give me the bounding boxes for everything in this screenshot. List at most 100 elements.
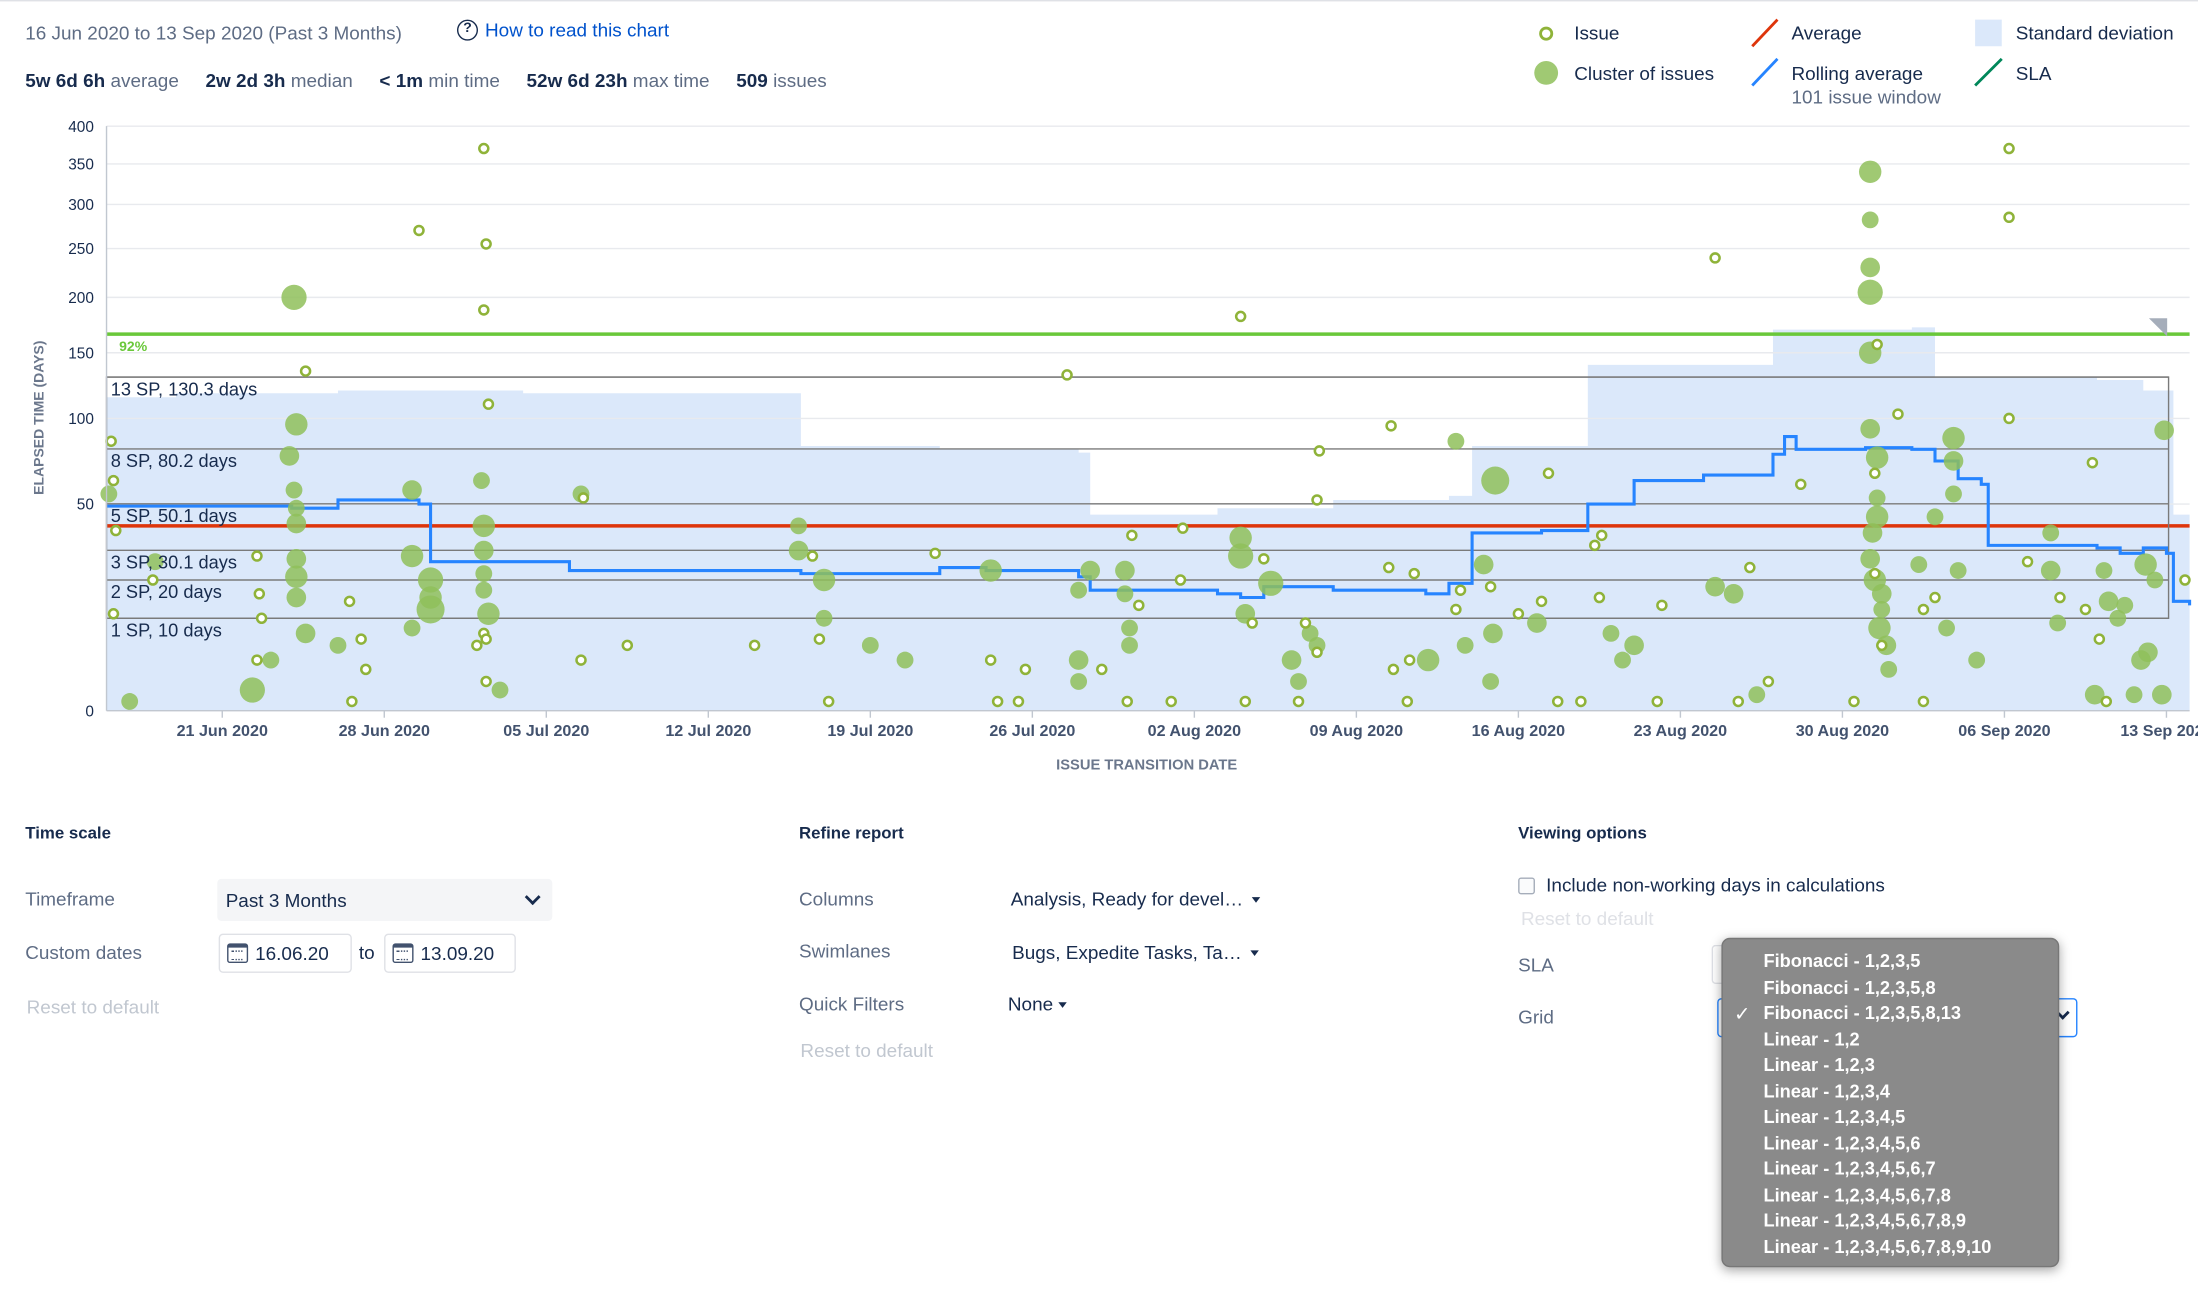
date-to-input[interactable]: 13.09.20: [384, 933, 516, 973]
cluster-point: [1473, 554, 1494, 575]
cluster-point: [1116, 585, 1134, 603]
issue-point: [1403, 654, 1416, 666]
swimlanes-dropdown[interactable]: Bugs, Expedite Tasks, Ta…: [1012, 942, 1259, 963]
cluster-point: [1926, 508, 1944, 526]
grid-option[interactable]: Linear - 1,2,3,4,5,6,7,8,9: [1723, 1208, 2058, 1234]
cluster-point: [473, 472, 490, 489]
y-axis-title: ELAPSED TIME (DAYS): [30, 341, 46, 495]
how-to-read-label[interactable]: How to read this chart: [485, 19, 670, 41]
grid-option[interactable]: Linear - 1,2,3,4: [1723, 1079, 2058, 1105]
columns-label: Columns: [799, 888, 874, 910]
legend-stddev-icon: [1975, 19, 2002, 47]
cluster-point: [1121, 636, 1138, 654]
nonworking-days-checkbox[interactable]: [1518, 876, 1535, 894]
grid-option[interactable]: Linear - 1,2: [1723, 1027, 2058, 1053]
issue-point: [1387, 663, 1400, 676]
cluster-point: [2095, 562, 2113, 579]
grid-option[interactable]: Linear - 1,2,3,4,5,6,7: [1723, 1156, 2058, 1182]
issue-point: [1121, 695, 1133, 708]
stat-median-value: 2w 2d 3h: [205, 70, 286, 92]
legend-issue-icon: [1539, 26, 1554, 41]
grid-option[interactable]: Fibonacci - 1,2,3,5,8: [1723, 975, 2058, 1001]
time-scale-reset[interactable]: Reset to default: [26, 996, 160, 1018]
cluster-point: [1910, 556, 1928, 573]
refine-reset[interactable]: Reset to default: [800, 1040, 933, 1062]
issue-point: [1651, 695, 1664, 708]
issue-point: [299, 365, 312, 377]
issue-point: [1385, 420, 1397, 432]
cluster-point: [286, 587, 307, 608]
cluster-point: [1482, 673, 1500, 690]
y-tick-label: 300: [68, 197, 94, 214]
cluster-point: [2042, 524, 2060, 542]
cluster-point: [1723, 583, 1744, 604]
quick-filters-dropdown[interactable]: None: [1008, 994, 1068, 1015]
issue-point: [253, 588, 266, 600]
issue-point: [991, 695, 1004, 708]
date-from-input[interactable]: 16.06.20: [218, 933, 352, 973]
issue-point: [343, 595, 356, 608]
x-tick-label: 21 Jun 2020: [177, 722, 268, 740]
issue-point: [1061, 369, 1073, 381]
viewing-reset[interactable]: Reset to default: [1520, 908, 1654, 930]
caret-down-icon: [1058, 1001, 1068, 1008]
grid-option[interactable]: Linear - 1,2,3,4,5,6: [1723, 1131, 2058, 1157]
issue-point: [107, 608, 120, 620]
cluster-point: [2152, 684, 2172, 705]
resize-corner-icon[interactable]: [2148, 318, 2168, 337]
legend-swatches: [1534, 18, 2003, 87]
grid-option[interactable]: Linear - 1,2,3,4,5,6,7,8: [1723, 1182, 2058, 1208]
how-to-read-link[interactable]: ? How to read this chart: [456, 19, 670, 41]
stat-average: 5w 6d 6h average: [25, 70, 179, 91]
grid-option[interactable]: Linear - 1,2,3: [1723, 1053, 2058, 1079]
nonworking-days-option[interactable]: Include non-working days in calculations: [1518, 875, 1885, 896]
cluster-point: [146, 553, 164, 571]
grid-option[interactable]: Fibonacci - 1,2,3,5: [1723, 949, 2058, 975]
cluster-point: [1483, 623, 1503, 644]
stats-row: 5w 6d 6h average 2w 2d 3h median < 1m mi…: [25, 70, 826, 91]
issue-point: [478, 304, 490, 316]
cluster-point: [1943, 451, 1964, 471]
grid-option[interactable]: Linear - 1,2,3,4,5,6,7,8,9,10: [1723, 1234, 2058, 1260]
cluster-point: [1949, 562, 1967, 579]
cluster-point: [1862, 523, 1883, 543]
issue-point: [360, 663, 372, 676]
timeframe-select[interactable]: Past 3 Months: [217, 878, 553, 921]
cluster-point: [1860, 257, 1881, 278]
grid-option[interactable]: ✓ Fibonacci - 1,2,3,5,8,13: [1723, 1001, 2058, 1027]
issue-point: [575, 654, 587, 666]
stat-average-value: 5w 6d 6h: [25, 70, 106, 92]
grid-option-label: Linear - 1,2,3,4,5,6,7: [1763, 1157, 1936, 1179]
issue-point: [1450, 603, 1462, 616]
cluster-point: [403, 619, 421, 637]
issue-point: [482, 398, 495, 410]
grid-options-menu[interactable]: Fibonacci - 1,2,3,5 Fibonacci - 1,2,3,5,8…: [1721, 937, 2060, 1268]
columns-dropdown[interactable]: Analysis, Ready for devel…: [1011, 889, 1260, 910]
issue-point: [1174, 574, 1187, 586]
issue-point: [2086, 456, 2099, 469]
cluster-point: [1281, 650, 1302, 670]
control-chart[interactable]: 0 50 100 150 200 250 300 350 400 92% 21 Jun 2020…: [0, 112, 2198, 785]
issue-point: [251, 654, 263, 666]
cluster-point: [402, 480, 422, 500]
cluster-point: [1068, 650, 1089, 670]
quick-filters-label: Quick Filters: [799, 993, 905, 1015]
x-tick-label: 12 Jul 2020: [665, 722, 751, 740]
issue-point: [1292, 695, 1305, 708]
issue-point: [813, 633, 826, 645]
issue-point: [621, 639, 634, 652]
refine-report-title: Refine report: [799, 822, 904, 843]
issue-point: [1133, 599, 1145, 612]
cluster-point: [1624, 635, 1644, 656]
issue-point: [984, 654, 997, 666]
stat-median-label: median: [290, 70, 353, 92]
grid-option[interactable]: Linear - 1,2,3,4,5: [1723, 1105, 2058, 1131]
y-tick-label: 100: [68, 411, 94, 428]
legend-rolling-label: Rolling average: [1791, 63, 1923, 85]
cluster-point: [1865, 505, 1889, 529]
issue-point: [1744, 561, 1756, 574]
stat-min-label: min time: [428, 70, 500, 92]
std-dev-area: [106, 327, 2190, 711]
x-tick-label: 28 Jun 2020: [339, 722, 430, 740]
issue-point: [1929, 591, 1941, 604]
